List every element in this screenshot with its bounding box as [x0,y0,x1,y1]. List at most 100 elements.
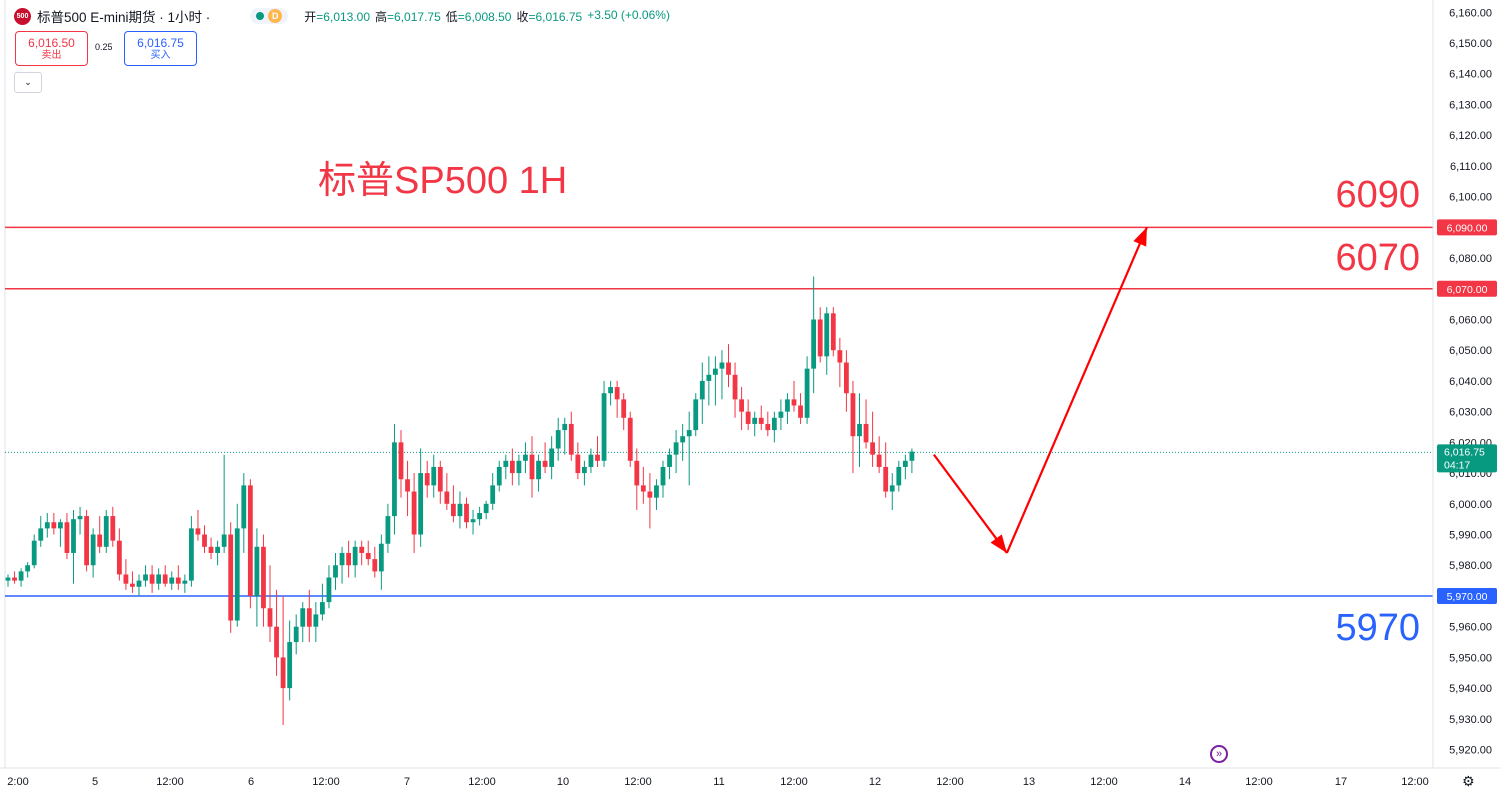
candle-body [490,485,496,504]
time-tick-label: 12:00 [1401,776,1429,788]
candle [686,411,692,486]
time-tick-label: 12 [869,776,881,788]
candle [699,362,705,424]
candle [352,540,358,578]
candle [97,516,103,553]
price-tick-label: 5,940.00 [1449,683,1492,695]
candle [601,380,607,467]
candle-body [542,460,548,467]
candle-body [451,503,456,517]
price-tick-label: 5,920.00 [1449,745,1492,757]
candle-body [38,528,44,541]
candle-body [745,411,751,424]
candle-body [254,546,260,596]
axis-settings-button[interactable]: ⚙ [1462,773,1475,790]
candle-body [378,543,384,572]
candle-body [149,574,155,584]
candle-body [614,387,620,400]
candle-body [516,460,522,474]
candle-body [667,454,672,467]
buy-label: 买入 [150,49,171,61]
candle [496,460,502,492]
candle-body [418,473,424,535]
candle [136,574,142,596]
time-axis[interactable]: 2:00 5 12:00 6 12:00 7 12:00 10 12:00 11 12:00 12 12… [0,767,1500,788]
candle [12,571,17,584]
candle-body [136,580,142,587]
collapse-button[interactable]: ⌄ [14,72,42,93]
candle-body [261,546,266,609]
symbol-logo-icon[interactable]: 500 [14,7,31,25]
price-tick-label: 6,140.00 [1449,69,1492,81]
status-badge: D [268,9,283,23]
candle-body [77,516,83,520]
candle-body [732,374,738,400]
candle-body [346,552,351,566]
level-price-label-bg [1437,219,1497,236]
symbol-title[interactable]: 标普500 E-mini期货 · 1小时 · [37,10,211,25]
candle [18,568,24,587]
candle [287,620,293,701]
candle-body [758,417,764,424]
candle [863,399,869,449]
projection-down-leg [933,454,1008,554]
candle-body [130,583,135,587]
gear-icon: ⚙ [1462,773,1475,789]
scroll-to-realtime-button[interactable]: » [1210,745,1228,763]
candle-body [889,485,895,492]
candle-body [902,460,908,467]
candle-body [175,577,181,584]
price-tick-label: 6,160.00 [1449,7,1492,19]
candle [464,497,469,529]
candle-body [25,565,31,572]
candle-body [339,552,345,566]
buy-button[interactable]: 6,016.75 买入 [124,31,197,66]
level-annotation: 6090 [1335,174,1420,216]
market-status-pill[interactable]: D [250,8,289,24]
candle-body [64,522,70,553]
candle-body [686,430,692,437]
last-price-label: 6,016.75 [1444,446,1485,458]
time-tick-label: 6 [248,776,254,788]
candle-body [726,362,731,375]
candle-body [817,319,823,357]
projection-up-leg [1005,226,1148,554]
price-axis[interactable]: 6,160.00 6,150.00 6,140.00 6,130.00 6,120.00… [1432,0,1497,768]
candle [477,506,482,526]
projection-up-arrowhead [1133,227,1147,247]
time-tick-label: 12:00 [1245,776,1273,788]
candle [824,307,830,375]
candle-body [457,503,463,517]
sell-button[interactable]: 6,016.50 卖出 [15,31,88,66]
price-tick-label: 6,080.00 [1449,253,1492,265]
candle [798,393,803,424]
candle [830,307,836,357]
candle [431,454,437,498]
candle [280,595,286,725]
ohlc-item: +3.50 (+0.06%) [587,8,670,25]
candle-body [509,460,515,474]
candle [752,411,758,437]
candle-body [333,565,338,578]
candle [169,571,175,590]
price-tick-label: 6,150.00 [1449,38,1492,50]
candle-body [771,417,777,431]
candle-body [5,577,11,581]
time-tick-label: 12:00 [312,776,340,788]
candle [778,399,784,431]
candle-body [234,528,240,621]
ohlc-item: 开=6,013.00 [304,8,370,25]
candle-body [778,411,784,418]
market-open-dot-icon [256,12,265,20]
candle-body [627,417,633,461]
candle-body [352,546,358,566]
candle [667,448,672,480]
candle-body [241,485,247,529]
candle [771,411,777,443]
candle [444,473,450,510]
price-tick-label: 6,060.00 [1449,314,1492,326]
candle [365,540,371,566]
ohlc-value: =6,008.50 [457,9,512,24]
candle-body [654,485,659,498]
